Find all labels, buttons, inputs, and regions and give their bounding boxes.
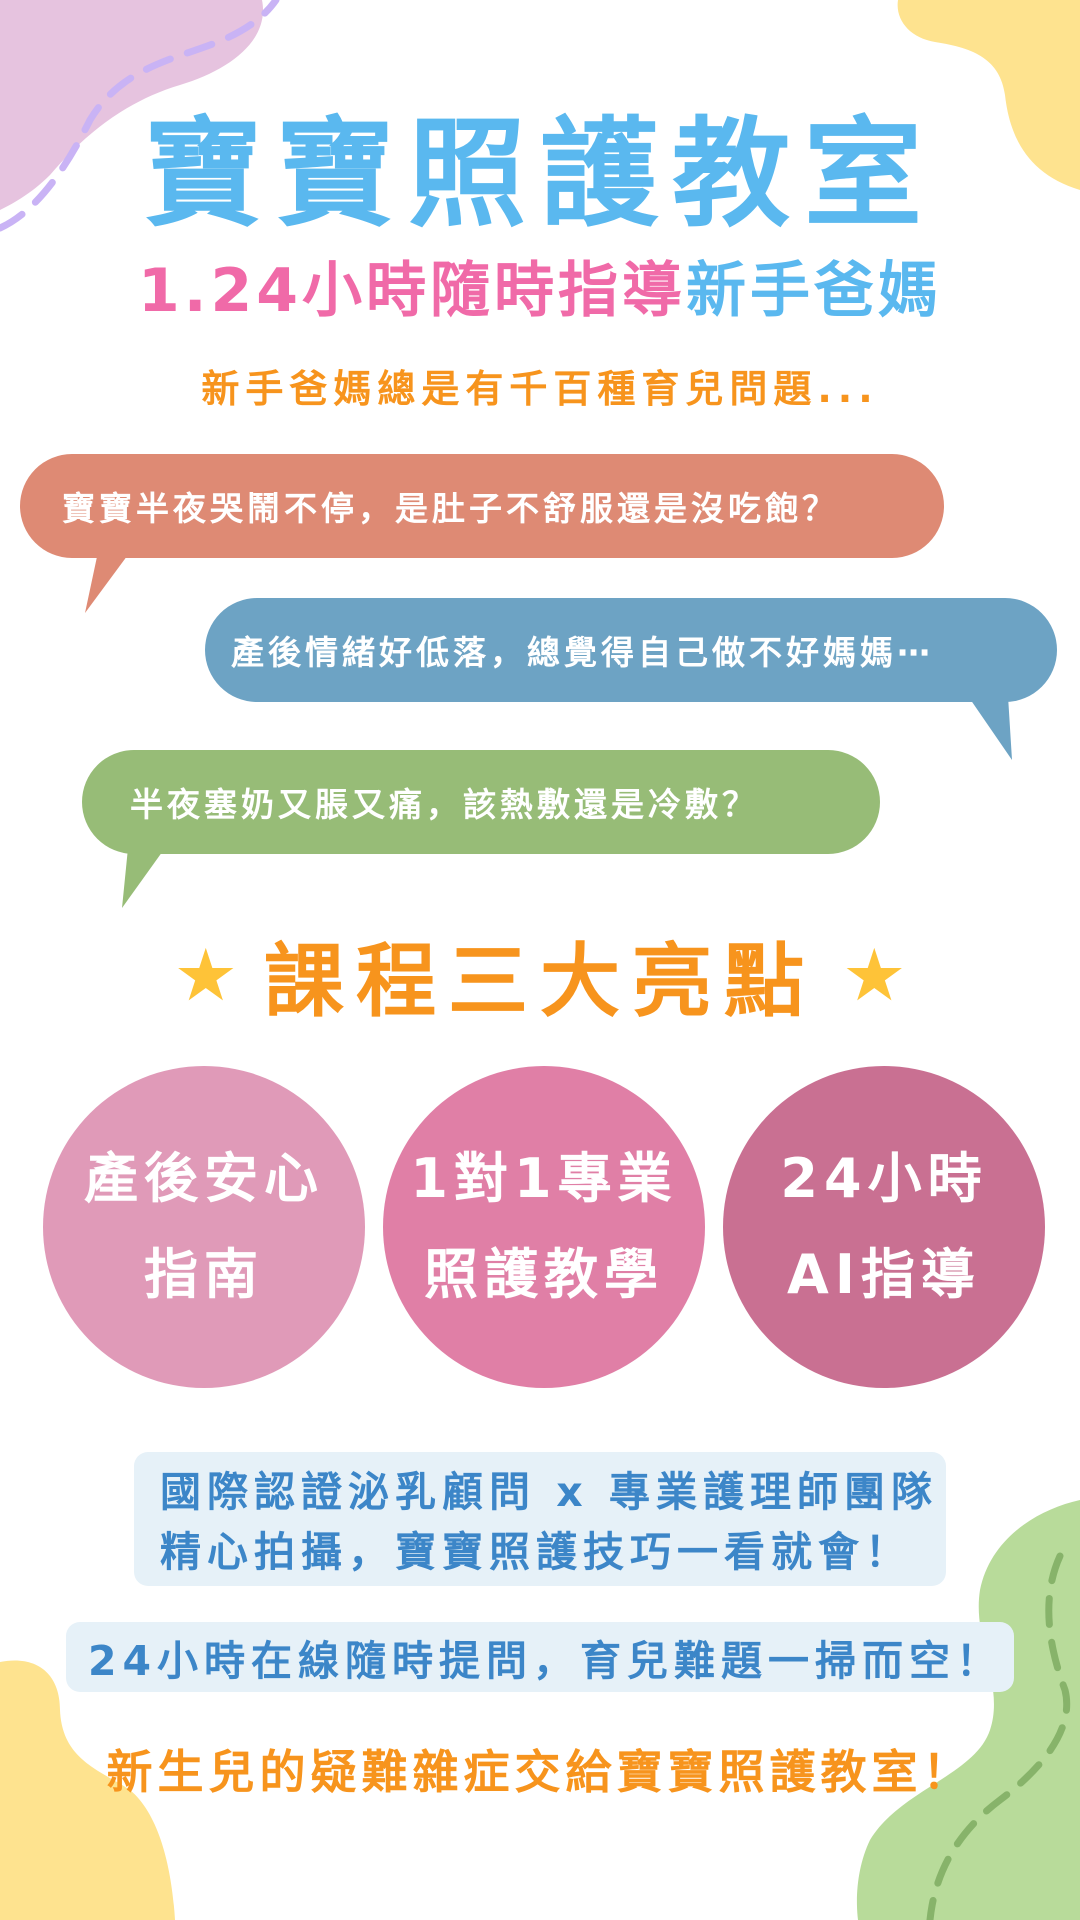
highlight-3-line2: AI指導	[787, 1243, 981, 1306]
speech-bubble-1: 寶寶半夜哭鬧不停，是肚子不舒服還是沒吃飽？	[20, 454, 944, 558]
closing-text: 新生兒的疑難雜症交給寶寶照護教室！	[106, 1745, 974, 1799]
intro-text: 新手爸媽總是有千百種育兒問題...	[201, 367, 879, 411]
highlight-1-line1: 產後安心	[84, 1147, 324, 1210]
highlights-heading: ★ 課程三大亮點 ★	[0, 930, 1080, 1028]
yellow-blob-top-right	[897, 0, 1080, 190]
highlight-circle-1: 產後安心 指南	[43, 1066, 365, 1388]
bubble-tail-2	[968, 696, 1012, 760]
green-blob-bottom-right	[856, 1500, 1080, 1920]
bubble-tail-3	[122, 848, 165, 908]
info-panel-support: 24小時在線隨時提問，育兒難題一掃而空！	[66, 1622, 1014, 1692]
info-panel-team-line2: 精心拍攝，寶寶照護技巧一看就會！	[160, 1528, 912, 1576]
speech-bubble-2: 產後情緒好低落，總覺得自己做不好媽媽⋯	[205, 598, 1057, 702]
page-title: 寶寶照護教室	[143, 105, 936, 243]
green-dashed-line	[926, 1552, 1071, 1920]
star-icon: ★	[173, 933, 238, 1017]
info-panel-team-line1: 國際認證泌乳顧問 x 專業護理師團隊	[160, 1468, 938, 1516]
yellow-blob-bottom-left	[0, 1660, 175, 1920]
star-icon: ★	[842, 933, 907, 1017]
subtitle: 1.24小時隨時指導新手爸媽	[0, 242, 1080, 329]
speech-bubble-3: 半夜塞奶又脹又痛，該熱敷還是冷敷？	[82, 750, 880, 854]
highlight-2-line1: 1對1專業	[410, 1147, 678, 1210]
info-panel-team: 國際認證泌乳顧問 x 專業護理師團隊 精心拍攝，寶寶照護技巧一看就會！	[134, 1452, 946, 1586]
subtitle-part1: 1.24小時隨時指導	[137, 256, 687, 326]
highlight-circle-2: 1對1專業 照護教學	[383, 1066, 705, 1388]
highlight-1-line2: 指南	[144, 1243, 264, 1306]
highlights-title: 課程三大亮點	[264, 935, 816, 1028]
subtitle-part2: 新手爸媽	[686, 256, 943, 326]
highlight-circle-3: 24小時 AI指導	[723, 1066, 1045, 1388]
highlight-3-line1: 24小時	[780, 1147, 988, 1210]
purple-dashed-line	[0, 0, 280, 232]
bubble-tail-1	[85, 552, 130, 613]
highlight-2-line2: 照護教學	[424, 1243, 664, 1306]
